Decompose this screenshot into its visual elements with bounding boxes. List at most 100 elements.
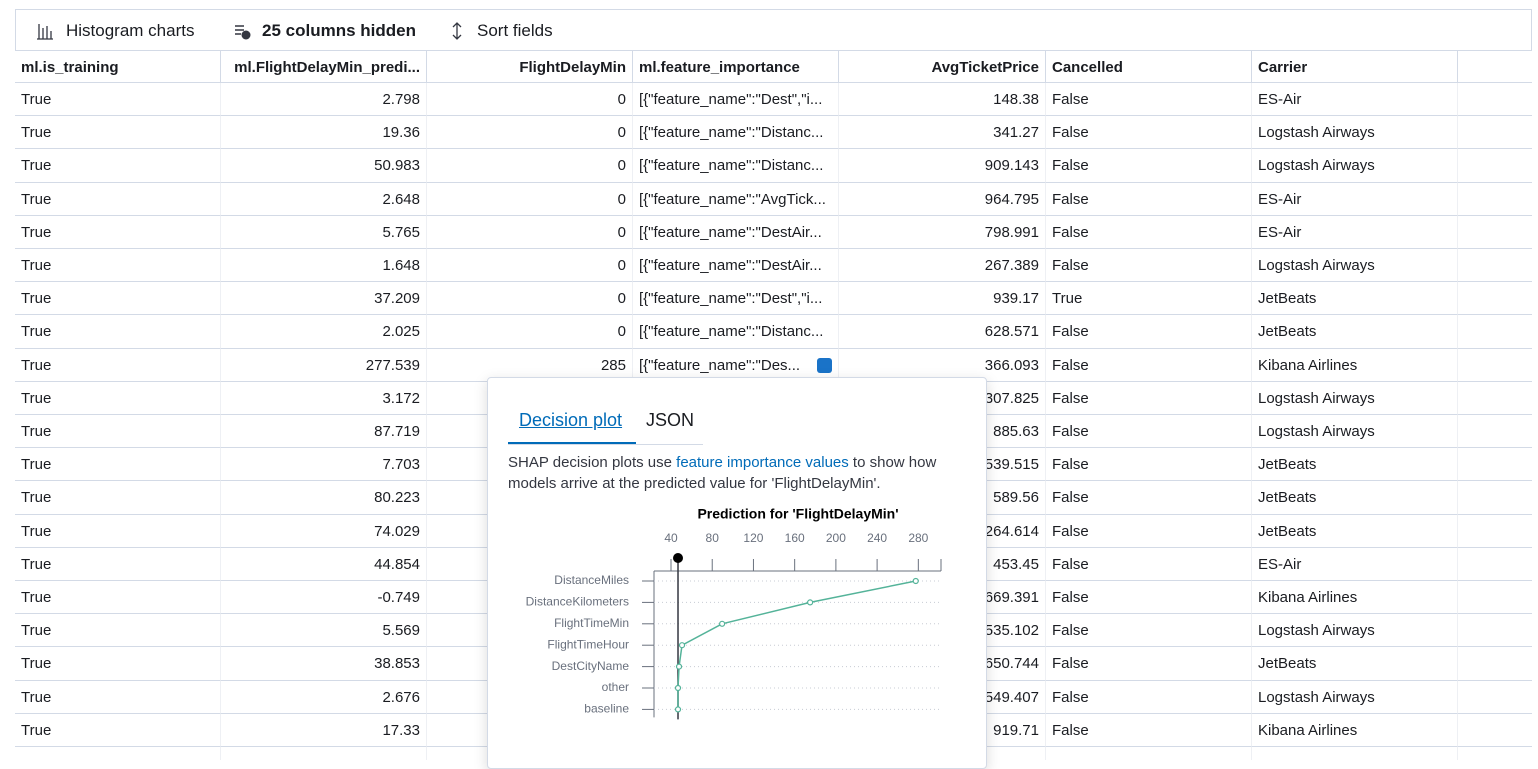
table-cell: False bbox=[1046, 680, 1252, 714]
x-tick-label: 40 bbox=[664, 531, 678, 545]
table-cell: 38.853 bbox=[221, 647, 427, 681]
x-tick-label: 200 bbox=[826, 531, 846, 545]
table-cell: 341.27 bbox=[839, 116, 1046, 150]
table-cell: 798.991 bbox=[839, 215, 1046, 249]
description-text: to show how models arrive at the predict… bbox=[508, 454, 937, 492]
table-cell: [{"feature_name":"AvgTick... bbox=[633, 182, 839, 216]
table-cell bbox=[1458, 647, 1532, 681]
histogram-button[interactable]: Histogram charts bbox=[66, 21, 195, 40]
column-header[interactable]: Carrier bbox=[1252, 51, 1458, 83]
hidden-icon bbox=[235, 25, 251, 40]
table-cell: Kibana Airlines bbox=[1252, 348, 1458, 382]
table-cell: Logstash Airways bbox=[1252, 116, 1458, 150]
decision-point bbox=[678, 642, 686, 649]
x-tick-label: 280 bbox=[908, 531, 928, 545]
table-cell: False bbox=[1046, 149, 1252, 183]
table-cell: 909.143 bbox=[839, 149, 1046, 183]
description-link[interactable]: feature importance values bbox=[676, 454, 849, 471]
table-cell: 148.38 bbox=[839, 83, 1046, 117]
table-cell bbox=[1458, 448, 1532, 482]
y-tick-label: DestCityName bbox=[552, 659, 630, 673]
baseline-dot bbox=[673, 553, 684, 563]
table-cell bbox=[1458, 315, 1532, 349]
table-cell: Kibana Airlines bbox=[1252, 713, 1458, 747]
table-cell: [{"feature_name":"DestAir... bbox=[633, 249, 839, 283]
table-cell: 277.539 bbox=[221, 348, 427, 382]
sort-button[interactable]: Sort fields bbox=[477, 21, 553, 40]
table-cell: 628.571 bbox=[839, 315, 1046, 349]
table-cell: True bbox=[15, 182, 221, 216]
table-cell: 80.223 bbox=[221, 481, 427, 515]
table-cell: False bbox=[1046, 514, 1252, 548]
table-cell: True bbox=[15, 116, 221, 150]
table-cell: False bbox=[1046, 83, 1252, 117]
table-cell: 74.029 bbox=[221, 514, 427, 548]
table-cell: Logstash Airways bbox=[1252, 680, 1458, 714]
expand-button[interactable] bbox=[817, 357, 832, 373]
table-cell: 0 bbox=[427, 315, 633, 349]
table-cell bbox=[1458, 681, 1532, 714]
table-cell: True bbox=[15, 514, 221, 548]
decision-point bbox=[719, 620, 726, 627]
table-cell: 0 bbox=[427, 116, 633, 150]
table-cell: True bbox=[15, 547, 221, 581]
table-cell: ES-Air bbox=[1252, 83, 1458, 117]
table-cell: True bbox=[15, 282, 221, 316]
table-cell: True bbox=[15, 249, 221, 283]
column-header[interactable]: AvgTicketPrice bbox=[839, 51, 1046, 83]
columns-button[interactable]: 25 columns hidden bbox=[262, 21, 416, 40]
table-cell bbox=[221, 747, 427, 760]
x-tick-label: 160 bbox=[785, 531, 805, 545]
y-tick-label: FlightTimeHour bbox=[547, 637, 629, 651]
table-cell: [{"feature_name":"Dest","i... bbox=[633, 83, 839, 117]
table-cell: 37.209 bbox=[221, 282, 427, 316]
histogram-icon bbox=[37, 24, 53, 40]
table-cell: True bbox=[15, 713, 221, 747]
description: SHAP decision plots use feature importan… bbox=[508, 452, 968, 494]
table-cell: Logstash Airways bbox=[1252, 614, 1458, 648]
y-tick-label: DistanceKilometers bbox=[526, 595, 629, 609]
table-cell: 44.854 bbox=[221, 547, 427, 581]
column-header[interactable]: ml.FlightDelayMin_predi... bbox=[221, 51, 427, 83]
table-cell: JetBeats bbox=[1252, 481, 1458, 515]
table-cell bbox=[1458, 349, 1532, 382]
popover: Decision plot JSON SHAP decision plots u… bbox=[487, 377, 987, 769]
tab-json[interactable]: JSON bbox=[646, 410, 695, 430]
tab-decision-plot[interactable]: Decision plot bbox=[519, 410, 623, 430]
y-tick-label: FlightTimeMin bbox=[554, 616, 629, 630]
column-header[interactable]: ml.feature_importance bbox=[633, 51, 839, 83]
column-header[interactable]: FlightDelayMin bbox=[427, 51, 633, 83]
x-tick-label: 240 bbox=[867, 531, 887, 545]
table-cell: 267.389 bbox=[839, 249, 1046, 283]
table-cell: True bbox=[15, 415, 221, 449]
table-cell: 50.983 bbox=[221, 149, 427, 183]
table-cell: 5.569 bbox=[221, 614, 427, 648]
table-cell: False bbox=[1046, 647, 1252, 681]
table-cell bbox=[1458, 249, 1532, 283]
table-cell: 0 bbox=[427, 249, 633, 283]
table-cell: True bbox=[15, 680, 221, 714]
table-cell: Logstash Airways bbox=[1252, 381, 1458, 415]
table-cell bbox=[1252, 747, 1458, 760]
table-cell: 2.676 bbox=[221, 680, 427, 714]
table-cell: ES-Air bbox=[1252, 182, 1458, 216]
table-cell: Logstash Airways bbox=[1252, 149, 1458, 183]
table-cell: JetBeats bbox=[1252, 282, 1458, 316]
column-header[interactable]: Cancelled bbox=[1046, 51, 1252, 83]
table-cell bbox=[1458, 714, 1532, 747]
y-tick-label: other bbox=[602, 680, 629, 694]
table-cell: True bbox=[15, 83, 221, 117]
table-cell: 87.719 bbox=[221, 415, 427, 449]
table-cell: True bbox=[15, 348, 221, 382]
table-cell bbox=[1458, 515, 1532, 548]
table-cell: False bbox=[1046, 182, 1252, 216]
column-header[interactable]: ml.is_training bbox=[15, 51, 221, 83]
table-cell: False bbox=[1046, 249, 1252, 283]
decision-point bbox=[675, 663, 683, 670]
table-cell: True bbox=[15, 448, 221, 482]
table-cell bbox=[1046, 747, 1252, 760]
table-cell: 939.17 bbox=[839, 282, 1046, 316]
table-cell: JetBeats bbox=[1252, 514, 1458, 548]
table-cell: -0.749 bbox=[221, 581, 427, 615]
